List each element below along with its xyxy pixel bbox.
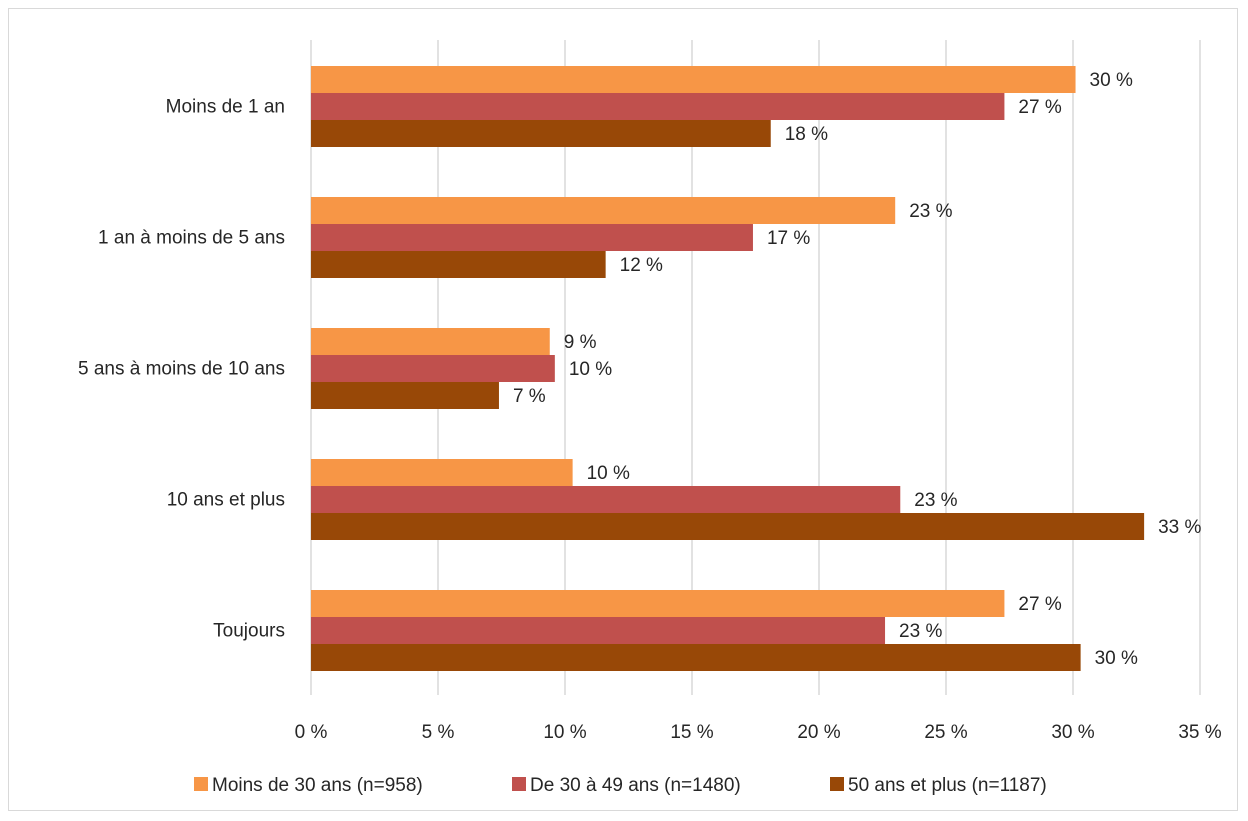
data-label: 33 % — [1158, 517, 1201, 538]
data-label: 18 % — [785, 124, 828, 145]
value-axis: 0 % 5 % 10 % 15 % 20 % 25 % 30 % 35 % — [295, 722, 1222, 743]
category-label: 1 an à moins de 5 ans — [98, 228, 285, 249]
x-tick-label: 35 % — [1178, 722, 1221, 743]
legend-swatch — [194, 777, 208, 791]
x-tick-label: 0 % — [295, 722, 328, 743]
bar — [311, 224, 753, 251]
legend-label: 50 ans et plus (n=1187) — [848, 775, 1047, 796]
x-tick-label: 15 % — [670, 722, 713, 743]
bar — [311, 459, 573, 486]
x-tick-label: 25 % — [924, 722, 967, 743]
bar — [311, 590, 1005, 617]
bar — [311, 328, 550, 355]
data-label: 7 % — [513, 386, 546, 407]
data-label: 17 % — [767, 228, 810, 249]
bar — [311, 355, 555, 382]
data-label: 23 % — [914, 490, 957, 511]
data-label: 27 % — [1018, 97, 1061, 118]
grid-lines — [310, 40, 1201, 695]
data-label: 27 % — [1018, 594, 1061, 615]
bar — [311, 251, 606, 278]
bar — [311, 486, 901, 513]
x-tick-label: 10 % — [543, 722, 586, 743]
data-labels: 30 % 27 % 18 % 23 % 17 % 12 % 9 % 10 % 7 % 10 % 23… — [513, 70, 1202, 669]
data-label: 23 % — [899, 621, 942, 642]
data-label: 9 % — [564, 332, 597, 353]
bar — [311, 382, 499, 409]
x-tick-label: 5 % — [422, 722, 455, 743]
bar — [311, 93, 1005, 120]
bars — [311, 66, 1145, 671]
data-label: 10 % — [587, 463, 630, 484]
legend-swatch — [830, 777, 844, 791]
category-label: Toujours — [213, 621, 285, 642]
bar — [311, 644, 1081, 671]
bar — [311, 513, 1145, 540]
legend-label: Moins de 30 ans (n=958) — [212, 775, 423, 796]
data-label: 12 % — [620, 255, 663, 276]
category-axis: Moins de 1 an 1 an à moins de 5 ans 5 ans … — [78, 97, 285, 642]
x-tick-label: 20 % — [797, 722, 840, 743]
data-label: 30 % — [1095, 648, 1138, 669]
data-label: 23 % — [909, 201, 952, 222]
category-label: Moins de 1 an — [166, 97, 285, 118]
bar — [311, 120, 771, 147]
category-label: 5 ans à moins de 10 ans — [78, 359, 285, 380]
bar — [311, 617, 886, 644]
x-tick-label: 30 % — [1051, 722, 1094, 743]
bar — [311, 66, 1076, 93]
legend-swatch — [512, 777, 526, 791]
data-label: 10 % — [569, 359, 612, 380]
legend-label: De 30 à 49 ans (n=1480) — [530, 775, 741, 796]
data-label: 30 % — [1090, 70, 1133, 91]
legend: Moins de 30 ans (n=958) De 30 à 49 ans (n… — [194, 775, 1047, 796]
category-label: 10 ans et plus — [167, 490, 285, 511]
bar — [311, 197, 896, 224]
